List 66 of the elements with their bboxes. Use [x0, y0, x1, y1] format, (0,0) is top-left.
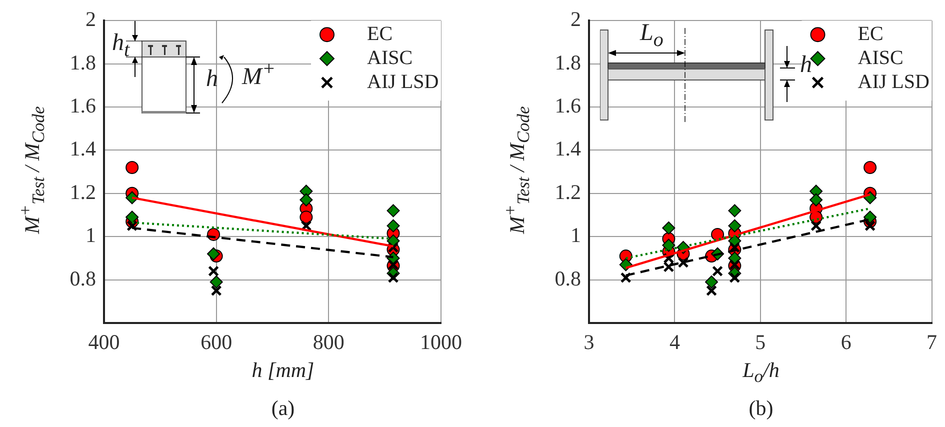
- y-tick-label: 0.8: [70, 266, 96, 290]
- point: [864, 210, 877, 224]
- point: [210, 275, 223, 288]
- x-tick-label: 3: [584, 330, 594, 354]
- legend-label: AISC: [858, 46, 904, 69]
- legend-label: EC: [858, 22, 884, 45]
- y-tick-label: 1: [570, 223, 581, 248]
- annotation: M$^{+}$: [242, 58, 276, 91]
- point: [728, 204, 742, 218]
- annotation: h$_{t}$: [112, 30, 130, 62]
- point: [207, 247, 220, 260]
- x-tick-label: 7: [926, 330, 937, 354]
- x-axis-title: h [mm]: [252, 358, 314, 383]
- point: [208, 266, 220, 277]
- point: [386, 219, 400, 232]
- x-tick-label: 600: [200, 330, 232, 354]
- point: [705, 275, 718, 288]
- y-tick-label: 2: [86, 7, 96, 32]
- point: [662, 221, 676, 234]
- y-tick-label: 0.8: [554, 266, 581, 290]
- legend-label: EC: [367, 22, 393, 45]
- y-tick-label: 1: [86, 223, 96, 248]
- annotation: h: [800, 52, 812, 79]
- point: [678, 257, 689, 268]
- point: [810, 184, 823, 198]
- point: [300, 210, 313, 224]
- point: [810, 193, 823, 206]
- annotation: L$_{o}$: [640, 20, 664, 52]
- point: [126, 220, 138, 232]
- point: [300, 193, 313, 206]
- x-tick-label: 5: [755, 330, 766, 354]
- point: [210, 285, 222, 296]
- point: [126, 210, 139, 224]
- x-tick-label: 1000: [420, 330, 462, 354]
- annotation: h: [206, 66, 218, 93]
- point: [386, 204, 400, 218]
- point: [864, 220, 876, 232]
- point: [126, 160, 139, 174]
- y-tick-label: 2: [570, 7, 581, 32]
- text: (a): [271, 396, 295, 421]
- point: [706, 285, 718, 296]
- legend-label: AIJ LSD: [367, 70, 439, 93]
- text: (b): [748, 396, 774, 421]
- point: [810, 220, 822, 232]
- y-tick-label: 1.4: [70, 136, 96, 161]
- legend-label: AISC: [367, 46, 413, 69]
- point: [728, 219, 742, 232]
- point: [712, 266, 724, 277]
- y-tick-label: 1.6: [554, 94, 581, 118]
- y-tick-label: 1.2: [70, 180, 96, 204]
- y-tick-label: 1.8: [70, 50, 96, 74]
- x-tick-label: 800: [312, 330, 344, 354]
- point: [729, 242, 740, 253]
- point: [620, 272, 632, 284]
- x-tick-label: 6: [840, 330, 852, 354]
- point: [864, 160, 877, 174]
- legend-label: AIJ LSD: [858, 70, 930, 93]
- point: [662, 238, 676, 252]
- x-tick-label: 400: [88, 330, 120, 354]
- y-tick-label: 1.4: [554, 136, 582, 161]
- x-tick-label: 4: [669, 330, 680, 354]
- y-tick-label: 1.2: [554, 180, 581, 204]
- y-tick-label: 1.6: [70, 94, 96, 118]
- y-tick-label: 1.8: [554, 50, 581, 74]
- x-axis-title: L$_{o}$/h: [742, 358, 780, 388]
- point: [711, 228, 724, 241]
